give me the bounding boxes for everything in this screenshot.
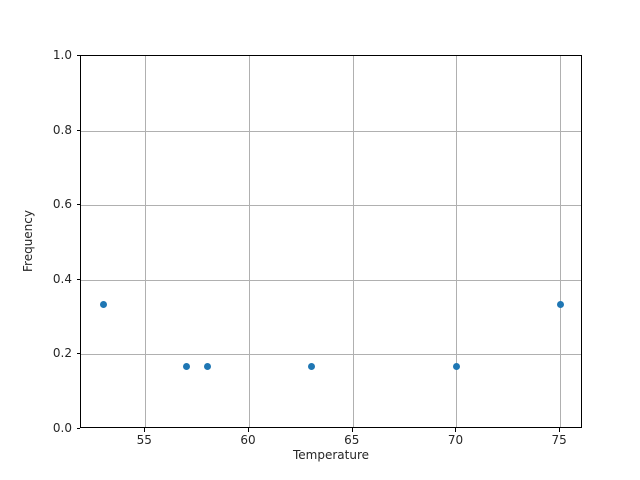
y-axis-label: Frequency <box>21 210 35 272</box>
y-tick-label: 0.2 <box>52 346 72 361</box>
x-axis-label: Temperature <box>292 448 370 462</box>
y-tick-label: 0.0 <box>52 421 72 435</box>
x-gridline <box>456 56 458 427</box>
y-tick-mark <box>76 278 80 280</box>
y-tick-label: 0.8 <box>52 122 72 137</box>
x-tick-label: 60 <box>240 433 256 447</box>
y-gridline <box>81 354 581 356</box>
x-gridline <box>145 56 147 427</box>
x-tick-label: 55 <box>136 433 152 447</box>
y-gridline <box>81 279 581 281</box>
x-tick-mark <box>455 428 457 432</box>
y-tick-label: 0.4 <box>52 271 72 286</box>
x-gridline <box>249 56 251 427</box>
x-tick-label: 70 <box>447 433 464 447</box>
x-tick-label: 75 <box>551 433 567 447</box>
x-tick-mark <box>351 428 353 432</box>
y-gridline <box>81 130 581 132</box>
y-tick-label: 0.6 <box>52 197 72 212</box>
y-tick-label: 1.0 <box>52 48 72 62</box>
y-tick-mark <box>76 353 80 355</box>
y-tick-mark <box>76 204 80 206</box>
x-tick-label: 65 <box>344 433 360 447</box>
scatter-point <box>100 301 108 309</box>
scatter-point <box>452 363 460 371</box>
x-gridline <box>352 56 354 427</box>
y-tick-mark <box>76 428 80 429</box>
x-gridline <box>560 56 562 427</box>
y-tick-mark <box>76 129 80 131</box>
plot-area <box>81 56 581 427</box>
plot-axes <box>80 55 582 428</box>
x-tick-mark <box>248 428 250 432</box>
scatter-point <box>204 363 212 371</box>
scatter-point <box>556 301 564 309</box>
scatter-point <box>183 363 191 371</box>
x-tick-mark <box>559 428 561 432</box>
y-tick-mark <box>76 55 80 56</box>
y-gridline <box>81 205 581 207</box>
x-tick-mark <box>144 428 146 432</box>
scatter-point <box>307 363 315 371</box>
